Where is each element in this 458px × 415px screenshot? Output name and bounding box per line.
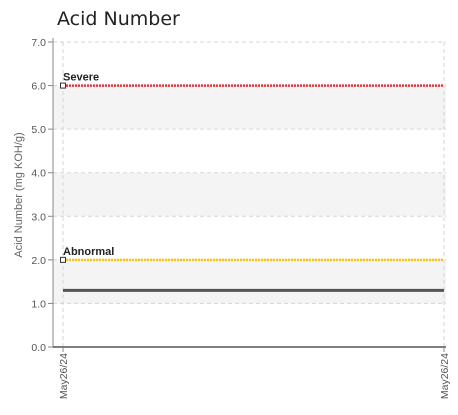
y-tick-label: 7.0 xyxy=(31,37,46,49)
x-tick-labels: May26/24 May26/24 xyxy=(58,347,451,399)
chart-title: Acid Number xyxy=(57,8,180,30)
y-axis-label: Acid Number (mg KOH/g) xyxy=(13,132,25,257)
plot-band xyxy=(53,172,446,217)
plot-band xyxy=(53,85,446,130)
y-tick-label: 3.0 xyxy=(31,211,46,223)
x-tick-label: May26/24 xyxy=(439,353,451,399)
y-tick-label: 0.0 xyxy=(31,342,46,354)
y-tick-labels: 0.0 1.0 2.0 3.0 4.0 5.0 6.0 7.0 xyxy=(31,37,46,354)
plot-bands xyxy=(53,85,446,304)
limit-label-abnormal: Abnormal xyxy=(63,246,114,258)
plot-band xyxy=(53,259,446,304)
axes xyxy=(52,38,446,348)
y-tick-label: 2.0 xyxy=(31,255,46,267)
y-tick-label: 4.0 xyxy=(31,168,46,180)
y-tick-label: 5.0 xyxy=(31,124,46,136)
limit-marker xyxy=(60,256,66,263)
y-tick-label: 1.0 xyxy=(31,298,46,310)
y-tick-label: 6.0 xyxy=(31,81,46,93)
limit-lines: Severe Abnormal xyxy=(60,72,444,263)
limit-marker xyxy=(60,82,66,89)
x-tick-label: May26/24 xyxy=(58,353,70,399)
limit-label-severe: Severe xyxy=(63,72,99,84)
